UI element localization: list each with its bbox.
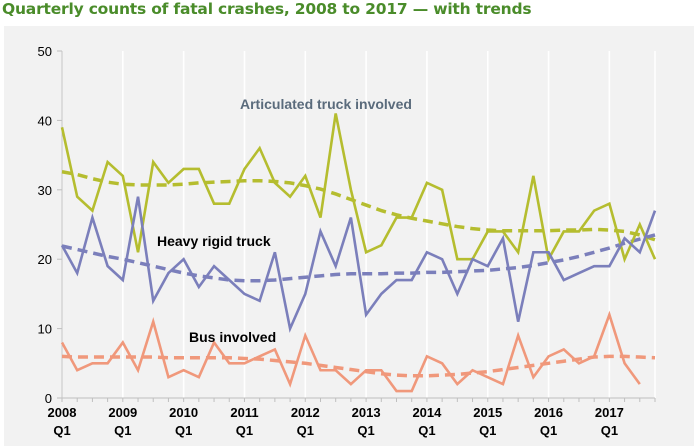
plot-background bbox=[4, 26, 694, 446]
x-tick-label-quarter: Q1 bbox=[297, 423, 314, 438]
series-label-2: Bus involved bbox=[189, 329, 276, 345]
x-tick-label-year: 2016 bbox=[534, 405, 563, 420]
x-tick-label-year: 2015 bbox=[473, 405, 502, 420]
trend-line-1 bbox=[61, 233, 656, 283]
series-line-0 bbox=[60, 113, 657, 264]
trend-line-0 bbox=[61, 170, 656, 242]
y-tick-label: 20 bbox=[38, 252, 52, 267]
y-tick-label: 50 bbox=[38, 44, 52, 59]
x-tick-label-year: 2008 bbox=[48, 405, 77, 420]
series-label-1: Heavy rigid truck bbox=[157, 233, 271, 249]
trend-line-2 bbox=[61, 354, 656, 378]
x-tick-label-quarter: Q1 bbox=[236, 423, 253, 438]
trend-lines bbox=[61, 170, 656, 378]
x-tick-label-year: 2014 bbox=[412, 405, 442, 420]
y-tick-label: 10 bbox=[38, 322, 52, 337]
axes: 0 10 20 30 40 50 2008 Q1 2009 Q1 2010 Q1 2011 Q1 2012 Q… bbox=[38, 44, 656, 438]
x-tick-label-year: 2013 bbox=[352, 405, 381, 420]
x-tick-label-quarter: Q1 bbox=[601, 423, 618, 438]
x-tick-label-year: 2011 bbox=[230, 405, 258, 420]
x-tick-label-year: 2012 bbox=[291, 405, 320, 420]
x-tick-label-year: 2010 bbox=[169, 405, 198, 420]
chart-title: Quarterly counts of fatal crashes, 2008 … bbox=[2, 0, 532, 18]
series-line-2 bbox=[60, 310, 641, 393]
series-labels: Articulated truck involved Heavy rigid tr… bbox=[157, 96, 412, 345]
y-tick-label: 40 bbox=[38, 113, 52, 128]
x-tick-label-quarter: Q1 bbox=[175, 423, 192, 438]
y-tick-label: 0 bbox=[45, 391, 52, 406]
y-tick-label: 30 bbox=[38, 183, 52, 198]
x-tick-label-quarter: Q1 bbox=[479, 423, 496, 438]
series-lines bbox=[60, 113, 657, 393]
x-tick-label-quarter: Q1 bbox=[357, 423, 374, 438]
series-label-0: Articulated truck involved bbox=[240, 96, 412, 112]
x-tick-label-year: 2009 bbox=[108, 405, 137, 420]
series-line-1 bbox=[60, 196, 657, 333]
x-tick-label-quarter: Q1 bbox=[53, 423, 70, 438]
x-tick-label-quarter: Q1 bbox=[418, 423, 435, 438]
x-tick-label-quarter: Q1 bbox=[114, 423, 131, 438]
x-tick-label-quarter: Q1 bbox=[540, 423, 557, 438]
x-tick-label-year: 2017 bbox=[595, 405, 624, 420]
